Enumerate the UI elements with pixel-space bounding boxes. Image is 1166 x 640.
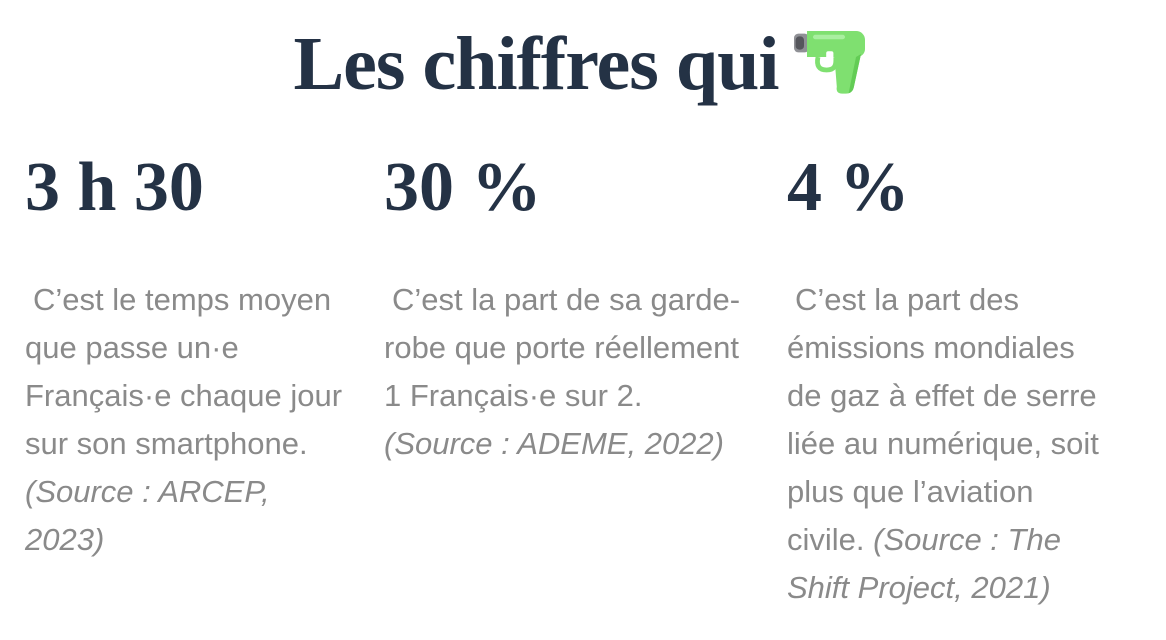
- water-pistol-emoji: [793, 31, 865, 94]
- page-title-text: Les chiffres qui: [293, 22, 779, 106]
- stat-source: (Source : ARCEP, 2023): [25, 474, 270, 557]
- stat-card-smartphone: 3 h 30 C’est le temps moyen que passe un…: [25, 142, 384, 612]
- stat-value: 4 %: [787, 149, 910, 226]
- stat-description-text: C’est la part de sa garde- robe que port…: [384, 282, 741, 413]
- water-pistol-muzzle-shade: [795, 36, 804, 50]
- stats-columns: 3 h 30 C’est le temps moyen que passe un…: [0, 142, 1166, 612]
- stat-description-text: C’est le temps moyen que passe un·e Fran…: [25, 282, 343, 461]
- water-pistol-highlight: [812, 34, 845, 40]
- stat-card-emissions: 4 % C’est la part des émissions mondiale…: [787, 142, 1141, 612]
- stat-description: C’est la part des émissions mondiales de…: [787, 276, 1141, 612]
- stats-section: Les chiffres qui 3 h 30 C’est le temps m…: [0, 22, 1166, 640]
- stat-source: (Source : The Shift Project, 2021): [787, 522, 1061, 605]
- stat-source: (Source : ADEME, 2022): [384, 426, 724, 461]
- stat-description-text: C’est la part des émissions mondiales de…: [787, 282, 1099, 557]
- stat-value: 30 %: [384, 149, 542, 226]
- page-title: Les chiffres qui: [0, 22, 1166, 106]
- water-pistol-trigger: [825, 51, 833, 62]
- stat-description: C’est la part de sa garde- robe que port…: [384, 276, 787, 468]
- stat-card-garde-robe: 30 % C’est la part de sa garde- robe que…: [384, 142, 787, 612]
- stat-value: 3 h 30: [25, 149, 204, 226]
- stat-description: C’est le temps moyen que passe un·e Fran…: [25, 276, 384, 564]
- water-pistol-grip-shade: [848, 54, 861, 94]
